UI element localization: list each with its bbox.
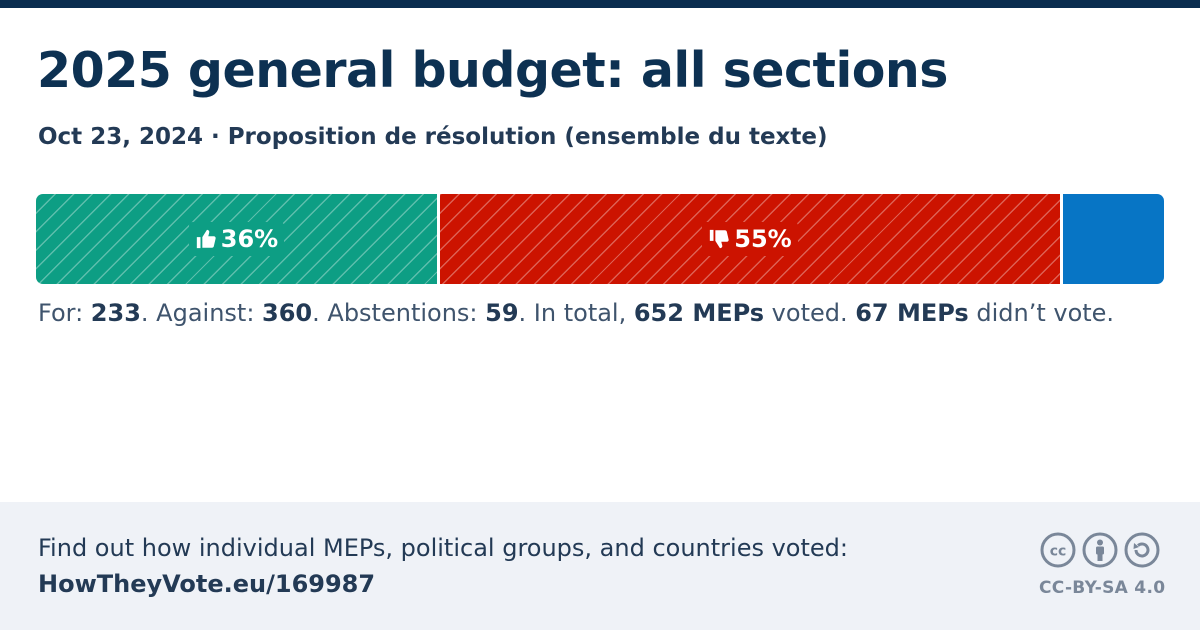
abstentions-segment	[1063, 194, 1164, 284]
summary-abstentions-value: 59	[485, 299, 519, 327]
sa-share-alike-icon	[1124, 532, 1160, 568]
summary-abstentions-label: . Abstentions:	[312, 299, 486, 327]
summary-against-value: 360	[262, 299, 313, 327]
percent-value: 36%	[220, 225, 279, 253]
segment-divider	[437, 194, 440, 284]
for-segment: 36%	[36, 194, 437, 284]
top-accent-stripe	[0, 0, 1200, 8]
summary-against-label: . Against:	[140, 299, 263, 327]
for-percent-label: 36%	[188, 222, 285, 256]
against-percent-label: 55%	[702, 222, 798, 256]
cc-icon: cc	[1040, 532, 1076, 568]
svg-text:cc: cc	[1050, 544, 1067, 560]
license-label: CC-BY-SA 4.0	[1039, 578, 1166, 598]
summary-absent-suffix: didn’t vote.	[968, 299, 1115, 327]
footer-text: Find out how individual MEPs, political …	[38, 534, 848, 562]
page-title: 2025 general budget: all sections	[37, 42, 948, 99]
vote-subtitle: Oct 23, 2024 · Proposition de résolution…	[38, 124, 828, 150]
by-person-icon	[1082, 532, 1118, 568]
percent-value: 55%	[734, 225, 792, 253]
vote-summary: For: 233. Against: 360. Abstentions: 59.…	[38, 299, 1114, 327]
summary-total-label: . In total,	[518, 299, 634, 327]
howtheyvote-link[interactable]: HowTheyVote.eu/169987	[38, 570, 376, 598]
summary-total-suffix: voted.	[764, 299, 856, 327]
summary-for-value: 233	[90, 299, 141, 327]
summary-absent-value: 67 MEPs	[855, 299, 969, 327]
thumbs-up-icon	[195, 228, 217, 250]
segment-divider	[1060, 194, 1063, 284]
thumbs-down-icon	[708, 228, 730, 250]
vote-result-bar: 36% 55%	[36, 194, 1164, 284]
license-icons: cc	[1040, 532, 1160, 568]
against-segment: 55%	[440, 194, 1060, 284]
footer: Find out how individual MEPs, political …	[0, 502, 1200, 630]
summary-total-value: 652 MEPs	[633, 299, 765, 327]
summary-for-label: For:	[38, 299, 91, 327]
